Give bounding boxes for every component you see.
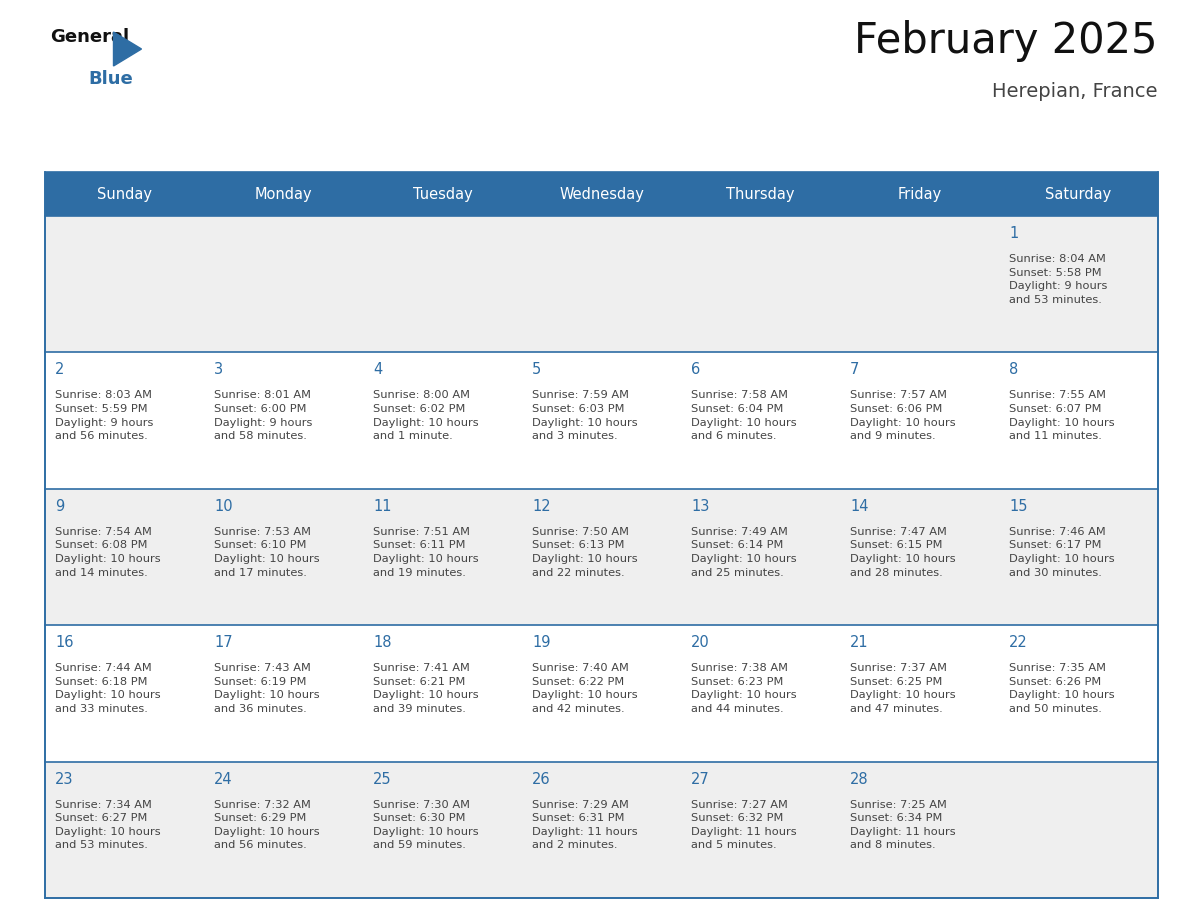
Text: Sunrise: 7:40 AM
Sunset: 6:22 PM
Daylight: 10 hours
and 42 minutes.: Sunrise: 7:40 AM Sunset: 6:22 PM Dayligh…: [532, 663, 638, 714]
Text: 18: 18: [373, 635, 392, 650]
Text: 27: 27: [691, 772, 709, 787]
Text: 22: 22: [1009, 635, 1028, 650]
Text: Sunrise: 7:43 AM
Sunset: 6:19 PM
Daylight: 10 hours
and 36 minutes.: Sunrise: 7:43 AM Sunset: 6:19 PM Dayligh…: [214, 663, 320, 714]
Text: Sunrise: 7:30 AM
Sunset: 6:30 PM
Daylight: 10 hours
and 59 minutes.: Sunrise: 7:30 AM Sunset: 6:30 PM Dayligh…: [373, 800, 479, 850]
Text: 3: 3: [214, 363, 223, 377]
Text: 28: 28: [849, 772, 868, 787]
Text: Sunday: Sunday: [97, 186, 152, 201]
Text: 26: 26: [532, 772, 550, 787]
Text: Sunrise: 8:04 AM
Sunset: 5:58 PM
Daylight: 9 hours
and 53 minutes.: Sunrise: 8:04 AM Sunset: 5:58 PM Dayligh…: [1009, 254, 1107, 305]
Bar: [45, 353, 1158, 488]
Text: 6: 6: [691, 363, 700, 377]
Text: Monday: Monday: [254, 186, 312, 201]
Text: 16: 16: [55, 635, 74, 650]
Text: Blue: Blue: [88, 70, 133, 88]
Text: Sunrise: 7:59 AM
Sunset: 6:03 PM
Daylight: 10 hours
and 3 minutes.: Sunrise: 7:59 AM Sunset: 6:03 PM Dayligh…: [532, 390, 638, 442]
Polygon shape: [114, 32, 141, 66]
Text: 12: 12: [532, 498, 550, 514]
Text: 4: 4: [373, 363, 383, 377]
Text: 17: 17: [214, 635, 233, 650]
Bar: [45, 488, 1158, 625]
Bar: [45, 216, 1158, 353]
Text: 7: 7: [849, 363, 859, 377]
Text: 2: 2: [55, 363, 64, 377]
Text: Sunrise: 8:01 AM
Sunset: 6:00 PM
Daylight: 9 hours
and 58 minutes.: Sunrise: 8:01 AM Sunset: 6:00 PM Dayligh…: [214, 390, 312, 442]
Text: Sunrise: 7:41 AM
Sunset: 6:21 PM
Daylight: 10 hours
and 39 minutes.: Sunrise: 7:41 AM Sunset: 6:21 PM Dayligh…: [373, 663, 479, 714]
Bar: [45, 172, 1158, 898]
Text: 11: 11: [373, 498, 392, 514]
Text: 5: 5: [532, 363, 542, 377]
Text: Sunrise: 7:37 AM
Sunset: 6:25 PM
Daylight: 10 hours
and 47 minutes.: Sunrise: 7:37 AM Sunset: 6:25 PM Dayligh…: [849, 663, 955, 714]
Text: 14: 14: [849, 498, 868, 514]
Bar: [45, 625, 1158, 762]
Text: 9: 9: [55, 498, 64, 514]
Text: Sunrise: 7:44 AM
Sunset: 6:18 PM
Daylight: 10 hours
and 33 minutes.: Sunrise: 7:44 AM Sunset: 6:18 PM Dayligh…: [55, 663, 160, 714]
Bar: [45, 172, 1158, 216]
Text: 13: 13: [691, 498, 709, 514]
Text: Thursday: Thursday: [726, 186, 795, 201]
Text: Sunrise: 7:47 AM
Sunset: 6:15 PM
Daylight: 10 hours
and 28 minutes.: Sunrise: 7:47 AM Sunset: 6:15 PM Dayligh…: [849, 527, 955, 577]
Text: Sunrise: 7:35 AM
Sunset: 6:26 PM
Daylight: 10 hours
and 50 minutes.: Sunrise: 7:35 AM Sunset: 6:26 PM Dayligh…: [1009, 663, 1114, 714]
Text: 21: 21: [849, 635, 868, 650]
Text: Sunrise: 7:27 AM
Sunset: 6:32 PM
Daylight: 11 hours
and 5 minutes.: Sunrise: 7:27 AM Sunset: 6:32 PM Dayligh…: [691, 800, 797, 850]
Text: Sunrise: 7:49 AM
Sunset: 6:14 PM
Daylight: 10 hours
and 25 minutes.: Sunrise: 7:49 AM Sunset: 6:14 PM Dayligh…: [691, 527, 797, 577]
Text: Sunrise: 7:57 AM
Sunset: 6:06 PM
Daylight: 10 hours
and 9 minutes.: Sunrise: 7:57 AM Sunset: 6:06 PM Dayligh…: [849, 390, 955, 442]
Text: 8: 8: [1009, 363, 1018, 377]
Text: Sunrise: 7:46 AM
Sunset: 6:17 PM
Daylight: 10 hours
and 30 minutes.: Sunrise: 7:46 AM Sunset: 6:17 PM Dayligh…: [1009, 527, 1114, 577]
Text: Sunrise: 7:54 AM
Sunset: 6:08 PM
Daylight: 10 hours
and 14 minutes.: Sunrise: 7:54 AM Sunset: 6:08 PM Dayligh…: [55, 527, 160, 577]
Text: Friday: Friday: [897, 186, 942, 201]
Text: February 2025: February 2025: [854, 20, 1158, 62]
Text: Wednesday: Wednesday: [560, 186, 644, 201]
Text: Sunrise: 7:34 AM
Sunset: 6:27 PM
Daylight: 10 hours
and 53 minutes.: Sunrise: 7:34 AM Sunset: 6:27 PM Dayligh…: [55, 800, 160, 850]
Text: Sunrise: 8:03 AM
Sunset: 5:59 PM
Daylight: 9 hours
and 56 minutes.: Sunrise: 8:03 AM Sunset: 5:59 PM Dayligh…: [55, 390, 153, 442]
Bar: [45, 762, 1158, 898]
Text: 20: 20: [691, 635, 709, 650]
Text: 25: 25: [373, 772, 392, 787]
Text: Sunrise: 7:55 AM
Sunset: 6:07 PM
Daylight: 10 hours
and 11 minutes.: Sunrise: 7:55 AM Sunset: 6:07 PM Dayligh…: [1009, 390, 1114, 442]
Text: 23: 23: [55, 772, 74, 787]
Text: Sunrise: 7:32 AM
Sunset: 6:29 PM
Daylight: 10 hours
and 56 minutes.: Sunrise: 7:32 AM Sunset: 6:29 PM Dayligh…: [214, 800, 320, 850]
Text: 10: 10: [214, 498, 233, 514]
Text: Sunrise: 7:38 AM
Sunset: 6:23 PM
Daylight: 10 hours
and 44 minutes.: Sunrise: 7:38 AM Sunset: 6:23 PM Dayligh…: [691, 663, 797, 714]
Text: 24: 24: [214, 772, 233, 787]
Text: Sunrise: 7:50 AM
Sunset: 6:13 PM
Daylight: 10 hours
and 22 minutes.: Sunrise: 7:50 AM Sunset: 6:13 PM Dayligh…: [532, 527, 638, 577]
Text: Sunrise: 7:58 AM
Sunset: 6:04 PM
Daylight: 10 hours
and 6 minutes.: Sunrise: 7:58 AM Sunset: 6:04 PM Dayligh…: [691, 390, 797, 442]
Text: 1: 1: [1009, 226, 1018, 241]
Text: Sunrise: 8:00 AM
Sunset: 6:02 PM
Daylight: 10 hours
and 1 minute.: Sunrise: 8:00 AM Sunset: 6:02 PM Dayligh…: [373, 390, 479, 442]
Text: Saturday: Saturday: [1045, 186, 1112, 201]
Text: Herepian, France: Herepian, France: [992, 82, 1158, 101]
Text: Sunrise: 7:25 AM
Sunset: 6:34 PM
Daylight: 11 hours
and 8 minutes.: Sunrise: 7:25 AM Sunset: 6:34 PM Dayligh…: [849, 800, 955, 850]
Text: Sunrise: 7:53 AM
Sunset: 6:10 PM
Daylight: 10 hours
and 17 minutes.: Sunrise: 7:53 AM Sunset: 6:10 PM Dayligh…: [214, 527, 320, 577]
Text: Sunrise: 7:29 AM
Sunset: 6:31 PM
Daylight: 11 hours
and 2 minutes.: Sunrise: 7:29 AM Sunset: 6:31 PM Dayligh…: [532, 800, 638, 850]
Text: 19: 19: [532, 635, 550, 650]
Text: 15: 15: [1009, 498, 1028, 514]
Text: General: General: [50, 28, 129, 46]
Text: Tuesday: Tuesday: [412, 186, 473, 201]
Text: Sunrise: 7:51 AM
Sunset: 6:11 PM
Daylight: 10 hours
and 19 minutes.: Sunrise: 7:51 AM Sunset: 6:11 PM Dayligh…: [373, 527, 479, 577]
